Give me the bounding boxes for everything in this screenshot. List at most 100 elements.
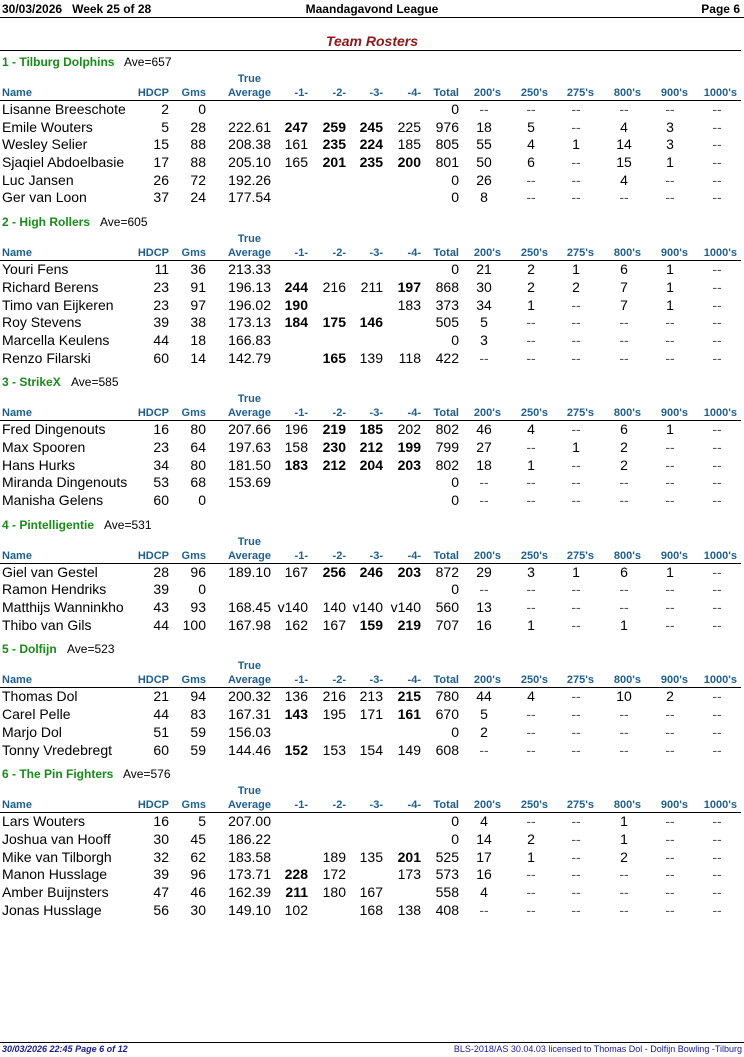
column-header-c200: 200's xyxy=(473,247,501,260)
cell-g1: 211 xyxy=(285,883,308,900)
cell-g1: 184 xyxy=(284,314,308,331)
cell-c275: -- xyxy=(571,421,581,438)
player-name: Youri Fens xyxy=(2,261,69,278)
table-row: Fred Dingenouts 16 80 207.66 196 219 185 202 802… xyxy=(0,421,744,439)
cell-g2: 259 xyxy=(322,118,346,135)
cell-avg: 166.83 xyxy=(228,331,271,348)
cell-g3: 171 xyxy=(359,706,383,723)
table-row: Carel Pelle 44 83 167.31 143 195 171 161 670 5 -- -… xyxy=(0,706,744,724)
cell-c900: -- xyxy=(665,866,675,883)
cell-c200: 18 xyxy=(476,456,492,473)
cell-g3: 245 xyxy=(359,118,383,135)
cell-g4: v140 xyxy=(390,599,421,616)
column-header-g3: -3- xyxy=(369,407,383,420)
cell-c800: 6 xyxy=(620,563,628,580)
cell-c1000: -- xyxy=(712,349,722,366)
column-header-name: Name xyxy=(2,549,32,562)
cell-c275: -- xyxy=(571,189,581,206)
cell-c800: 2 xyxy=(620,438,628,455)
player-name: Mike van Tilborgh xyxy=(2,848,112,865)
cell-c200: 5 xyxy=(480,314,488,331)
cell-c1000: -- xyxy=(712,331,722,348)
cell-avg: 183.58 xyxy=(228,848,271,865)
cell-c200: 29 xyxy=(476,563,492,580)
cell-g2: 219 xyxy=(322,421,346,438)
column-header-underline xyxy=(0,812,741,814)
table-row: Hans Hurks 34 80 181.50 183 212 204 203 802 18 1 --… xyxy=(0,457,744,475)
player-name: Manisha Gelens xyxy=(2,492,104,508)
table-row: Roy Stevens 39 38 173.13 184 175 146 505 5 -- -- --… xyxy=(0,314,744,332)
cell-c200: 21 xyxy=(476,261,492,278)
cell-c200: 44 xyxy=(476,688,492,705)
player-name: Richard Berens xyxy=(2,278,99,295)
cell-c250: 2 xyxy=(527,261,535,278)
column-headers: True Name HDCP Gms Average -1- -2- -3- -4- Total 2… xyxy=(0,71,744,101)
cell-c1000: -- xyxy=(712,901,722,918)
cell-c200: 13 xyxy=(476,599,492,616)
header-league: Maandagavond League xyxy=(305,2,439,16)
cell-g2: 165 xyxy=(322,349,346,366)
player-name: Tonny Vredebregt xyxy=(2,741,112,758)
cell-c275: -- xyxy=(571,723,581,740)
cell-g4: 202 xyxy=(397,421,421,438)
cell-c800: 10 xyxy=(616,688,632,705)
table-row: Manon Husslage 39 96 173.71 228 172 173 573 16 --… xyxy=(0,866,744,884)
cell-gms: 72 xyxy=(190,171,206,188)
column-header-underline xyxy=(0,562,741,564)
cell-g4: 173 xyxy=(397,866,421,883)
cell-c800: -- xyxy=(619,349,629,366)
column-header-true: True xyxy=(237,233,261,246)
column-headers: True Name HDCP Gms Average -1- -2- -3- -4- Total 2… xyxy=(0,231,744,262)
cell-g1: 162 xyxy=(284,616,308,633)
cell-g1: v140 xyxy=(277,599,308,616)
cell-c1000: -- xyxy=(712,848,722,865)
cell-g3: 159 xyxy=(359,616,383,633)
cell-c275: -- xyxy=(571,830,581,847)
column-header-g4: -4- xyxy=(407,799,421,812)
cell-total: 560 xyxy=(435,599,459,616)
cell-c800: -- xyxy=(619,492,629,508)
cell-g3: 139 xyxy=(359,349,383,366)
cell-g2: 230 xyxy=(322,438,346,455)
column-header-g4: -4- xyxy=(407,549,421,562)
cell-c275: -- xyxy=(571,349,581,366)
cell-c1000: -- xyxy=(712,438,722,455)
table-row: Thomas Dol 21 94 200.32 136 216 213 215 780 44 4 --… xyxy=(0,688,744,706)
cell-c900: -- xyxy=(665,171,675,188)
cell-total: 0 xyxy=(451,813,459,830)
player-name: Manon Husslage xyxy=(2,866,108,883)
column-header-name: Name xyxy=(2,674,32,687)
cell-c800: 2 xyxy=(620,456,628,473)
cell-hdcp: 44 xyxy=(153,616,169,633)
cell-g1: 158 xyxy=(284,438,308,455)
cell-c1000: -- xyxy=(712,456,722,473)
column-header-c275: 275's xyxy=(566,87,594,99)
column-header-underline xyxy=(0,687,741,689)
team-header: 1 - Tilburg Dolphins Ave=657 xyxy=(0,53,744,71)
cell-c200: 8 xyxy=(480,189,488,206)
table-row: Renzo Filarski 60 14 142.79 165 139 118 422 -- --… xyxy=(0,350,744,368)
cell-c800: -- xyxy=(619,741,629,758)
cell-gms: 14 xyxy=(190,349,206,366)
cell-g4: 203 xyxy=(397,456,421,473)
cell-c200: 3 xyxy=(480,331,488,348)
table-row: Joshua van Hooff 30 45 186.22 0 14 2 -- 1 -- -- xyxy=(0,831,744,849)
cell-g3: 168 xyxy=(359,901,383,918)
cell-c250: -- xyxy=(526,813,536,830)
team-average: Ave=585 xyxy=(71,375,119,390)
cell-c200: -- xyxy=(479,901,489,918)
cell-hdcp: 16 xyxy=(153,421,169,438)
cell-avg: 196.13 xyxy=(228,278,271,295)
cell-g2: 195 xyxy=(322,706,346,723)
column-header-c800: 800's xyxy=(613,674,641,687)
column-header-g3: -3- xyxy=(369,87,383,99)
cell-c250: -- xyxy=(526,599,536,616)
table-row: Marjo Dol 51 59 156.03 0 2 -- -- -- -- -- xyxy=(0,724,744,742)
column-header-c275: 275's xyxy=(566,549,594,562)
cell-c200: 16 xyxy=(476,866,492,883)
cell-c800: -- xyxy=(619,599,629,616)
column-header-c1000: 1000's xyxy=(703,549,737,562)
cell-total: 0 xyxy=(451,189,459,206)
cell-g3: 213 xyxy=(359,688,383,705)
column-header-c900: 900's xyxy=(660,674,688,687)
